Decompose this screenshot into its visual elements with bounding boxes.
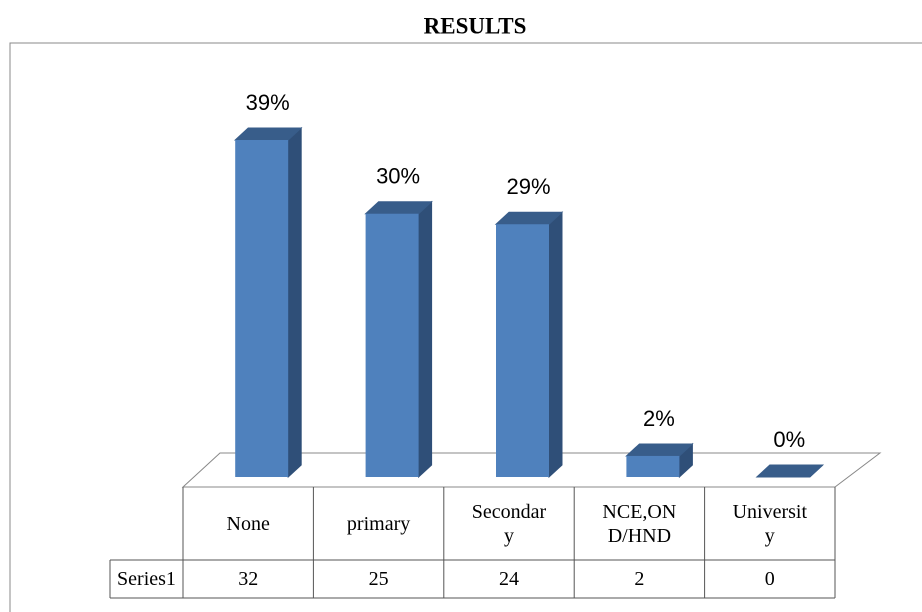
table-value: 2 (574, 560, 704, 598)
category-label: primary (313, 487, 443, 560)
table-value: 24 (444, 560, 574, 598)
bar (496, 224, 549, 477)
category-label-text: primary (346, 512, 411, 535)
table-value-text: 2 (634, 568, 645, 590)
table-value-text: 25 (368, 568, 389, 590)
category-label-text: NCE,OND/HND (602, 500, 677, 547)
bar-side (548, 211, 563, 479)
category-label: Secondary (444, 487, 574, 560)
bar-top (755, 464, 825, 478)
table-value-text: 32 (238, 568, 259, 590)
data-label: 29% (506, 174, 550, 199)
bar (235, 140, 289, 477)
data-label: 2% (643, 406, 675, 431)
table-value: 32 (183, 560, 313, 598)
series-label: Series1 (110, 560, 183, 598)
table-value: 25 (313, 560, 443, 598)
category-label: NCE,OND/HND (574, 487, 704, 560)
data-label: 0% (773, 427, 805, 452)
chart-title: RESULTS (424, 13, 527, 38)
series-label-text: Series1 (117, 568, 176, 590)
category-label: None (183, 487, 313, 560)
category-label-text: None (226, 512, 270, 535)
bar-side (418, 200, 433, 479)
table-value: 0 (705, 560, 835, 598)
bar (626, 455, 680, 477)
table-value-text: 0 (764, 568, 775, 590)
table-value-text: 24 (498, 568, 519, 590)
data-label: 30% (376, 164, 420, 189)
chart-border (9, 42, 922, 612)
bar (365, 213, 419, 477)
category-label: University (705, 487, 835, 560)
category-label-text: University (732, 500, 807, 547)
data-label: 39% (246, 90, 290, 115)
category-label-text: Secondary (471, 500, 547, 547)
bar-side (287, 126, 302, 479)
